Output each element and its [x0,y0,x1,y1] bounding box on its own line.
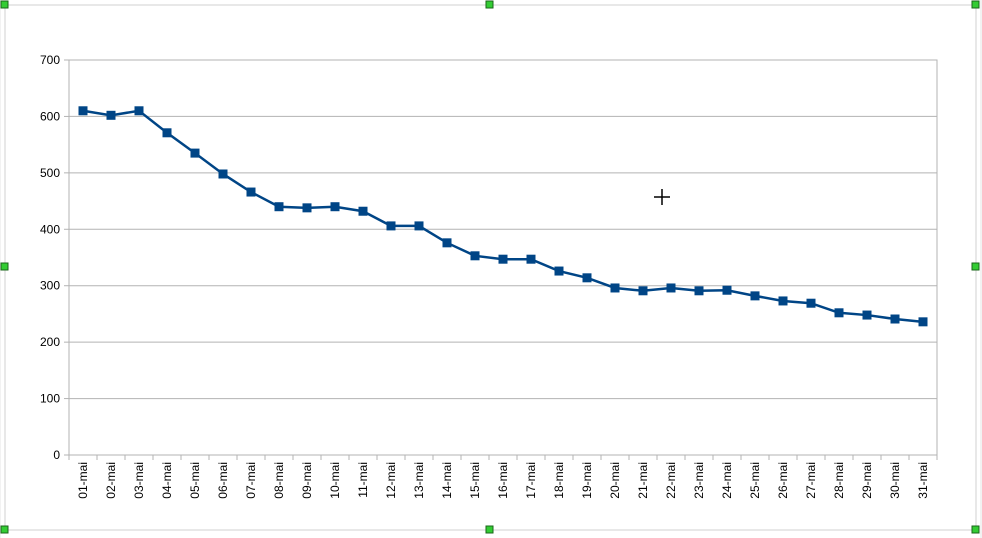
handle[interactable] [0,0,9,9]
data-point [722,285,732,295]
data-point [750,291,760,301]
data-point [498,254,508,264]
x-tick-label: 03-mai [132,462,146,499]
data-point [694,286,704,296]
move-cursor [654,189,670,205]
data-point [862,310,872,320]
x-tick-label: 05-mai [188,462,202,499]
data-point [190,148,200,158]
y-tick-label: 400 [40,222,60,236]
x-tick-label: 08-mai [272,462,286,499]
x-tick-label: 27-mai [804,462,818,499]
x-tick-label: 22-mai [664,462,678,499]
data-point [414,221,424,231]
data-point [610,283,620,293]
x-tick-label: 17-mai [524,462,538,499]
handle[interactable] [971,525,980,534]
x-tick-label: 10-mai [328,462,342,499]
x-tick-label: 18-mai [552,462,566,499]
x-tick-label: 30-mai [888,462,902,499]
handle[interactable] [485,525,494,534]
data-point [274,202,284,212]
data-point [638,286,648,296]
y-tick-label: 200 [40,335,60,349]
x-tick-label: 12-mai [384,462,398,499]
x-tick-label: 04-mai [160,462,174,499]
data-point [218,169,228,179]
handle[interactable] [485,0,494,9]
x-tick-label: 11-mai [356,462,370,498]
y-tick-label: 700 [40,53,60,67]
data-point [582,273,592,283]
x-tick-label: 23-mai [692,462,706,499]
x-tick-label: 26-mai [776,462,790,499]
x-tick-label: 09-mai [300,462,314,499]
data-point [302,203,312,213]
data-point [890,314,900,324]
data-point [162,128,172,138]
data-point [918,317,928,327]
data-point [834,308,844,318]
data-point [106,110,116,120]
x-tick-label: 20-mai [608,462,622,499]
x-tick-label: 14-mai [440,462,454,499]
handle[interactable] [971,262,980,271]
data-point [358,206,368,216]
data-point [666,283,676,293]
data-point [330,202,340,212]
y-tick-label: 0 [53,448,60,462]
x-tick-label: 28-mai [832,462,846,499]
x-tick-label: 07-mai [244,462,258,499]
data-point [526,254,536,264]
x-tick-label: 13-mai [412,462,426,499]
y-tick-label: 600 [40,109,60,123]
y-tick-label: 500 [40,166,60,180]
x-tick-label: 19-mai [580,462,594,499]
x-tick-label: 31-mai [916,462,930,499]
y-tick-label: 100 [40,392,60,406]
x-tick-label: 02-mai [104,462,118,499]
data-point [386,221,396,231]
data-point [554,266,564,276]
data-point [246,187,256,197]
data-point [78,106,88,116]
x-tick-label: 25-mai [748,462,762,499]
data-point [442,238,452,248]
x-tick-label: 06-mai [216,462,230,499]
x-tick-label: 24-mai [720,462,734,499]
x-tick-label: 21-mai [636,462,650,499]
x-tick-label: 16-mai [496,462,510,499]
data-point [806,298,816,308]
y-tick-label: 300 [40,279,60,293]
x-tick-label: 29-mai [860,462,874,499]
handle[interactable] [0,525,9,534]
x-tick-label: 15-mai [468,462,482,499]
x-tick-label: 01-mai [76,462,90,499]
handle[interactable] [0,262,9,271]
data-point [778,296,788,306]
handle[interactable] [971,0,980,9]
data-point [134,106,144,116]
data-point [470,251,480,261]
